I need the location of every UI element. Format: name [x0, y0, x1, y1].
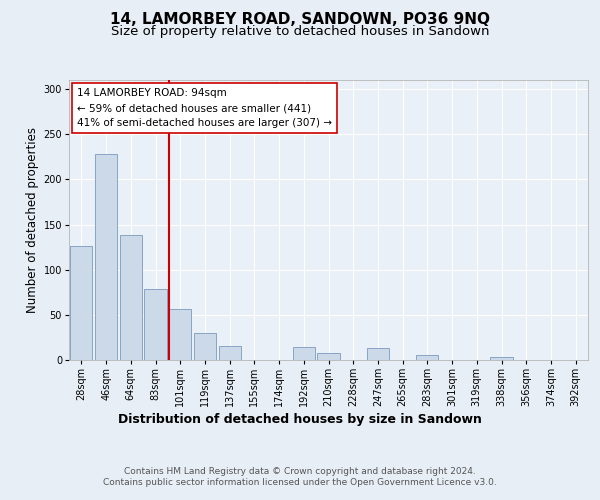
Bar — [194, 333, 216, 360]
Bar — [218, 346, 241, 360]
Bar — [293, 348, 315, 360]
Bar — [317, 353, 340, 360]
Bar — [119, 236, 142, 360]
Bar — [367, 348, 389, 360]
Bar — [70, 246, 92, 360]
Y-axis label: Number of detached properties: Number of detached properties — [26, 127, 39, 313]
Text: Distribution of detached houses by size in Sandown: Distribution of detached houses by size … — [118, 412, 482, 426]
Bar — [416, 356, 439, 360]
Bar — [95, 154, 117, 360]
Text: 14 LAMORBEY ROAD: 94sqm
← 59% of detached houses are smaller (441)
41% of semi-d: 14 LAMORBEY ROAD: 94sqm ← 59% of detache… — [77, 88, 332, 128]
Text: 14, LAMORBEY ROAD, SANDOWN, PO36 9NQ: 14, LAMORBEY ROAD, SANDOWN, PO36 9NQ — [110, 12, 490, 28]
Bar — [490, 358, 512, 360]
Bar — [169, 308, 191, 360]
Text: Size of property relative to detached houses in Sandown: Size of property relative to detached ho… — [111, 25, 489, 38]
Bar — [145, 288, 167, 360]
Text: Contains HM Land Registry data © Crown copyright and database right 2024.
Contai: Contains HM Land Registry data © Crown c… — [103, 468, 497, 487]
